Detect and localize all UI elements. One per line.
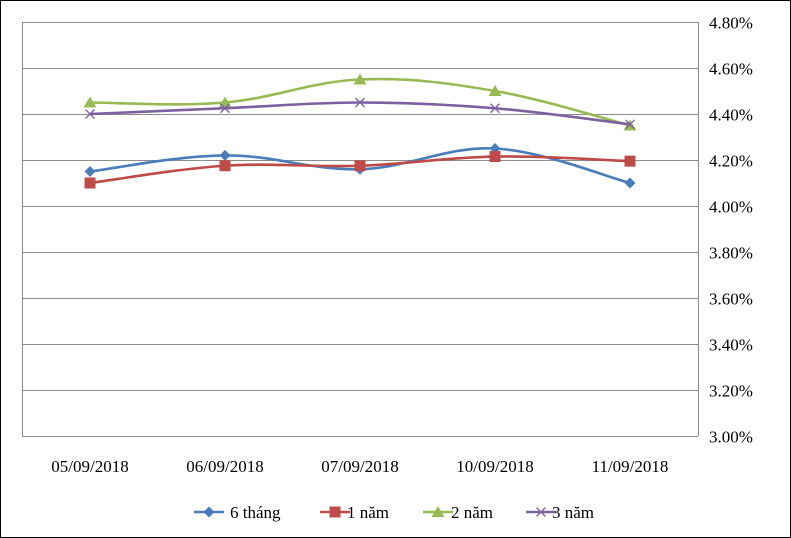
legend-marker	[329, 506, 341, 518]
data-point	[85, 109, 95, 119]
y-tick-label: 3.00%	[709, 428, 753, 447]
series-line	[89, 101, 631, 126]
y-tick-label: 4.00%	[709, 198, 753, 217]
data-point	[624, 177, 636, 189]
legend-label: 1 năm	[347, 503, 389, 522]
y-tick-label: 3.20%	[709, 382, 753, 401]
data-point	[83, 96, 97, 108]
legend-entry: 6 tháng	[194, 503, 281, 522]
data-point	[624, 155, 636, 167]
data-point	[219, 160, 231, 172]
data-point	[488, 85, 502, 96]
data-point	[353, 73, 367, 85]
legend-label: 2 năm	[451, 503, 493, 522]
data-point	[489, 151, 501, 163]
y-tick-label: 3.80%	[709, 244, 753, 263]
legend-marker	[536, 507, 546, 517]
series-4	[85, 97, 635, 130]
x-tick-label: 07/09/2018	[321, 457, 398, 476]
data-point	[355, 97, 365, 108]
y-tick-label: 3.40%	[709, 336, 753, 355]
legend-entry: 2 năm	[423, 503, 493, 522]
x-tick-label: 05/09/2018	[51, 457, 128, 476]
y-tick-label: 4.60%	[709, 60, 753, 79]
data-point	[354, 160, 366, 172]
y-axis-tick-labels: 3.00% 3.20% 3.40% 3.60% 3.80% 4.00% 4.20% 4.40%…	[709, 14, 753, 447]
data-point	[220, 103, 230, 114]
y-tick-label: 4.20%	[709, 152, 753, 171]
legend-marker	[431, 506, 445, 517]
x-tick-label: 10/09/2018	[456, 457, 533, 476]
legend-label: 6 tháng	[230, 503, 281, 522]
legend-entry: 1 năm	[320, 503, 389, 522]
x-tick-label: 06/09/2018	[186, 457, 263, 476]
data-point	[84, 166, 96, 177]
legend-label: 3 năm	[552, 503, 594, 522]
legend-entry: 3 năm	[526, 503, 594, 522]
data-point	[490, 103, 500, 114]
data-point	[219, 149, 231, 161]
data-point	[84, 177, 96, 189]
data-point	[625, 119, 635, 130]
series-lines	[83, 73, 637, 189]
y-tick-label: 3.60%	[709, 290, 753, 309]
y-tick-label: 4.40%	[709, 106, 753, 125]
legend: 6 tháng 1 năm 2 năm 3 năm	[194, 503, 594, 522]
series-2	[84, 151, 636, 189]
gridlines	[22, 22, 699, 437]
y-tick-label: 4.80%	[709, 14, 753, 33]
x-axis-tick-labels: 05/09/2018 06/09/2018 07/09/2018 10/09/2018…	[51, 457, 668, 476]
x-tick-label: 11/09/2018	[592, 457, 669, 476]
legend-marker	[203, 506, 215, 518]
